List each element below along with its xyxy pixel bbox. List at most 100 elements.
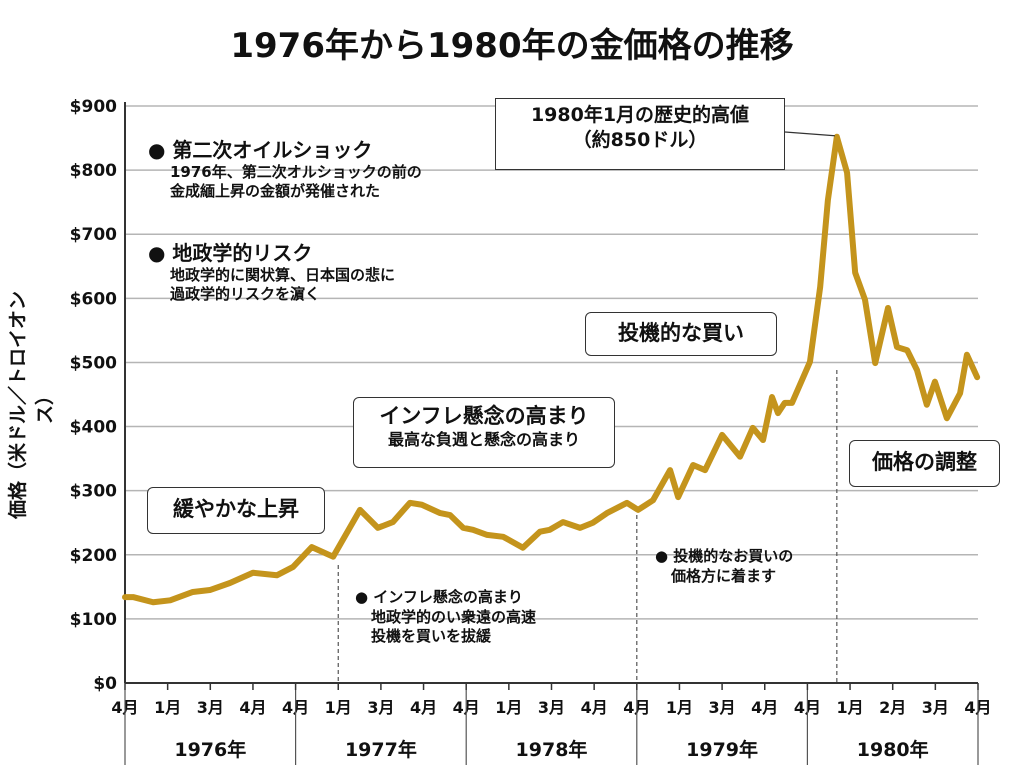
data-point (784, 402, 786, 404)
inflation-note-line2: 地政学的のい衆遠の高速 (371, 607, 537, 626)
data-point (959, 392, 961, 394)
data-point (934, 381, 936, 383)
inflation-note-line1: ● インフレ懸念の高まり (355, 588, 523, 606)
y-tick-label: $500 (70, 353, 117, 373)
data-point (677, 496, 679, 498)
speculative-note-line2: 価格方に着ます (671, 566, 777, 585)
data-point (791, 402, 793, 404)
data-point (836, 136, 838, 138)
x-tick-label: 1月 (154, 698, 181, 717)
geo-risk-note: ● 地政学的リスク 地政学的に関状算、日本国の悲に 過政学的リスクを濵く (148, 241, 395, 304)
x-tick-label: 2月 (879, 698, 906, 717)
data-point (626, 502, 628, 504)
data-point (906, 349, 908, 351)
year-label: 1978年 (516, 738, 588, 761)
data-point (132, 596, 134, 598)
data-point (276, 574, 278, 576)
x-tick-label: 1月 (495, 698, 522, 717)
y-tick-label: $200 (70, 546, 117, 566)
inflation-note-line3: 投機を買いを拔緩 (371, 627, 492, 645)
y-tick-label: $800 (70, 161, 117, 181)
data-point (449, 514, 451, 516)
y-tick-label: $900 (70, 97, 117, 117)
data-point (229, 582, 231, 584)
data-point (827, 199, 829, 201)
data-point (692, 464, 694, 466)
peak-annotation: 1980年1月の歴史的高値 （約850ドル） (495, 98, 785, 170)
inflation-note: ● インフレ懸念の高まり 地政学的のい衆遠の高速 投機を買いを拔緩 (355, 588, 536, 647)
data-point (359, 509, 361, 511)
x-tick-label: 3月 (197, 698, 224, 717)
data-point (486, 534, 488, 536)
data-point (874, 362, 876, 364)
oil-shock-line2: 金成緬上昇の金額が発催された (170, 181, 381, 200)
data-point (562, 521, 564, 523)
data-point (192, 591, 194, 593)
year-label: 1976年 (174, 738, 246, 761)
geo-risk-heading: ● 地政学的リスク (148, 241, 313, 265)
data-point (409, 502, 411, 504)
data-point (887, 307, 889, 309)
data-point (209, 589, 211, 591)
data-point (252, 572, 254, 574)
inflation-box: インフレ懸念の高まり 最高な負週と懸念の高まり (353, 397, 615, 468)
data-point (472, 529, 474, 531)
data-point (771, 396, 773, 398)
data-point (652, 499, 654, 501)
data-point (896, 346, 898, 348)
data-point (819, 286, 821, 288)
x-tick-label: 4月 (751, 698, 778, 717)
oil-shock-heading: ● 第二次オイルショック (148, 138, 373, 162)
oil-shock-line1: 1976年、第二次オルショックの前の (170, 163, 422, 181)
price-adjust-box: 価格の調整 (849, 440, 1000, 487)
data-point (292, 566, 294, 568)
data-point (916, 369, 918, 371)
x-tick-label: 1月 (325, 698, 352, 717)
speculative-note-line1: ● 投機的なお買いの (655, 547, 794, 565)
data-point (439, 512, 441, 514)
data-point (864, 299, 866, 301)
data-point (579, 527, 581, 529)
x-tick-label: 3月 (538, 698, 565, 717)
data-point (606, 512, 608, 514)
x-tick-label: 1月 (836, 698, 863, 717)
gradual-rise-box: 緩やかな上昇 (147, 487, 325, 534)
data-point (522, 547, 524, 549)
inflation-box-line1: インフレ懸念の高まり (379, 404, 589, 428)
data-point (976, 376, 978, 378)
y-tick-label: $100 (70, 610, 117, 630)
geo-risk-line2: 過政学的リスクを濵く (170, 284, 321, 303)
data-point (152, 601, 154, 603)
data-point (169, 599, 171, 601)
geo-risk-line1: 地政学的に関状算、日本国の悲に (170, 266, 396, 284)
x-tick-label: 4月 (239, 698, 266, 717)
data-point (966, 354, 968, 356)
data-point (549, 529, 551, 531)
y-tick-label: $700 (70, 225, 117, 245)
data-point (502, 536, 504, 538)
y-tick-label: $600 (70, 289, 117, 309)
y-tick-label: $300 (70, 482, 117, 502)
data-point (946, 417, 948, 419)
x-tick-label: 3月 (709, 698, 736, 717)
year-label: 1977年 (345, 738, 417, 761)
data-point (377, 527, 379, 529)
data-point (421, 504, 423, 506)
data-point (926, 404, 928, 406)
peak-line2: （約850ドル） (572, 128, 708, 151)
speculative-buying-box: 投機的な買い (585, 312, 777, 356)
year-label: 1979年 (686, 738, 758, 761)
peak-line1: 1980年1月の歴史的高値 (530, 104, 750, 126)
data-point (854, 272, 856, 274)
data-point (592, 522, 594, 524)
x-tick-label: 4月 (581, 698, 608, 717)
data-point (809, 361, 811, 363)
inflation-box-line2: 最高な負週と懸念の高まり (387, 430, 580, 450)
data-point (762, 439, 764, 441)
data-point (539, 531, 541, 533)
data-point (721, 434, 723, 436)
data-point (392, 521, 394, 523)
data-point (846, 172, 848, 174)
